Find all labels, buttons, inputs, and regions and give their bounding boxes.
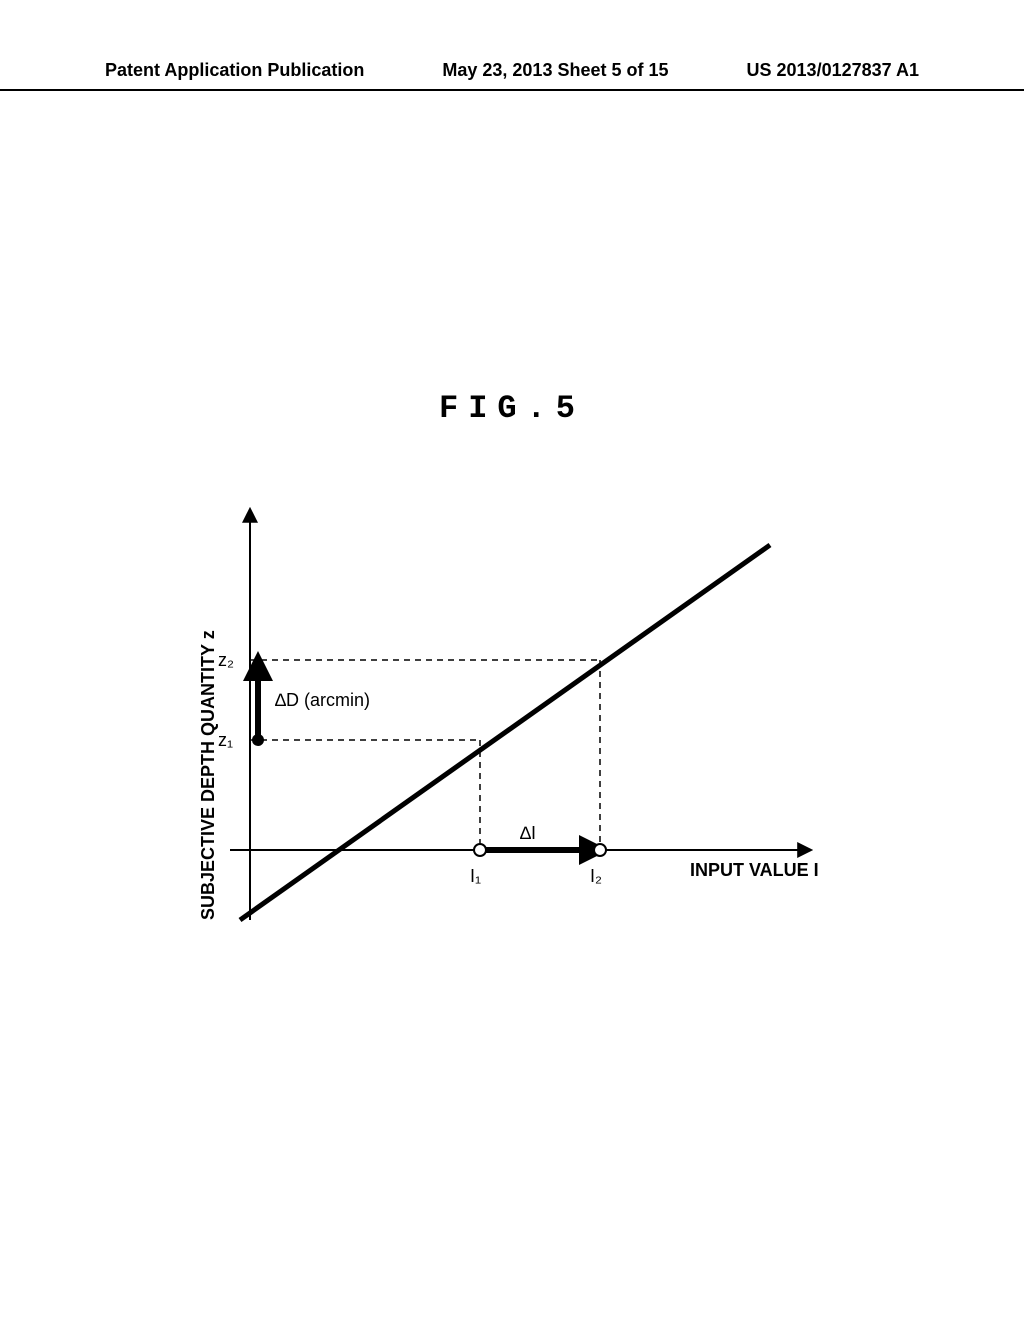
header-right: US 2013/0127837 A1 [747, 60, 919, 81]
header-center: May 23, 2013 Sheet 5 of 15 [442, 60, 668, 81]
header-left: Patent Application Publication [105, 60, 364, 81]
i2-label: I₂ [590, 866, 602, 887]
diagram-svg [170, 490, 870, 970]
delta-d-label: ∆D (arcmin) [275, 690, 370, 711]
header: Patent Application Publication May 23, 2… [0, 60, 1024, 91]
figure-title: FIG.5 [0, 390, 1024, 427]
page: Patent Application Publication May 23, 2… [0, 0, 1024, 1320]
z1-label: z₁ [218, 730, 233, 751]
z2-label: z₂ [218, 650, 234, 671]
i1-label: I₁ [470, 866, 481, 887]
delta-i-label: ∆I [520, 823, 536, 844]
diagram: SUBJECTIVE DEPTH QUANTITY z INPUT VALUE … [170, 490, 870, 970]
y-axis-label: SUBJECTIVE DEPTH QUANTITY z [198, 630, 219, 920]
x-axis-label: INPUT VALUE I [690, 860, 819, 881]
